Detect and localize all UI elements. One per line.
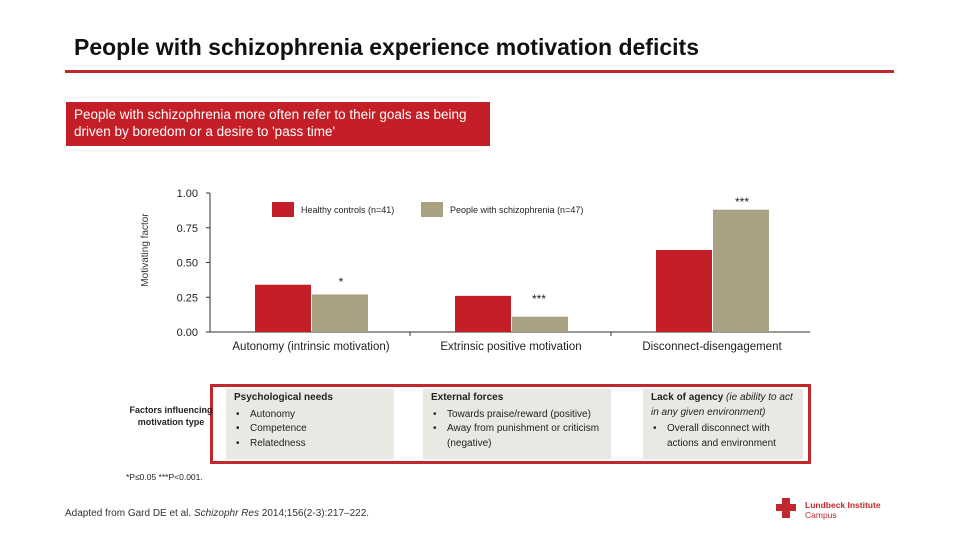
bar-chart: 0.00 0.25 0.50 0.75 1.00 Motivating factor Aut…: [140, 188, 810, 353]
y-tick-label: 1.00: [177, 188, 198, 200]
factor-heading: Lack of agency: [651, 392, 724, 403]
title-divider: [65, 70, 894, 73]
factors-bracket-left: [210, 384, 224, 464]
bar-schizophrenia: [312, 294, 368, 332]
significance-marker: ***: [532, 292, 546, 306]
legend-swatch: [272, 202, 294, 217]
factor-box-lack-of-agency: Lack of agency (ie ability to act in any…: [643, 389, 803, 459]
source-citation: Adapted from Gard DE et al. Schizophr Re…: [65, 508, 369, 519]
factor-heading: External forces: [431, 392, 504, 403]
factor-item: Competence: [236, 422, 386, 437]
logo-text-line2: Campus: [805, 510, 837, 520]
bar-healthy: [255, 284, 311, 332]
factor-heading: Psychological needs: [234, 392, 333, 403]
factor-heading-extra: (ie ability to act in any given environm…: [651, 392, 793, 418]
factor-box-external-forces: External forces Towards praise/reward (p…: [423, 389, 611, 459]
x-category-label: Extrinsic positive motivation: [440, 341, 581, 353]
factor-item: Relatedness: [236, 437, 386, 452]
source-suffix: 2014;156(2-3):217–222.: [258, 508, 370, 519]
callout-box: People with schizophrenia more often ref…: [66, 102, 490, 146]
lundbeck-logo: Lundbeck Institute Campus: [773, 496, 881, 525]
factor-box-psychological-needs: Psychological needs Autonomy Competence …: [226, 389, 394, 459]
significance-note: *P≤0.05 ***P<0.001.: [126, 472, 203, 482]
bar-healthy: [455, 295, 511, 332]
lundbeck-cross-icon: [776, 498, 796, 518]
source-prefix: Adapted from Gard DE et al.: [65, 508, 194, 519]
factors-bracket: [221, 384, 811, 464]
source-journal: Schizophr Res: [193, 508, 259, 519]
significance-marker: *: [339, 275, 344, 289]
factor-item: Towards praise/reward (positive): [433, 408, 603, 423]
factors-label: Factors influencing motivation type: [129, 405, 213, 427]
logo-text-line1: Lundbeck Institute: [805, 500, 881, 510]
y-tick-label: 0.50: [177, 258, 198, 270]
y-tick-label: 0.25: [177, 292, 198, 304]
factor-item: Autonomy: [236, 408, 386, 423]
bar-schizophrenia: [713, 209, 769, 332]
legend-label: Healthy controls (n=41): [301, 205, 394, 215]
y-tick-label: 0.00: [177, 327, 198, 339]
x-category-label: Autonomy (intrinsic motivation): [232, 341, 389, 353]
y-axis-label: Motivating factor: [140, 213, 151, 287]
factor-item: Away from punishment or criticism (negat…: [433, 422, 603, 451]
legend-swatch: [421, 202, 443, 217]
bar-schizophrenia: [512, 316, 568, 332]
legend-label: People with schizophrenia (n=47): [450, 205, 583, 215]
x-category-label: Disconnect-disengagement: [642, 341, 782, 353]
y-tick-label: 0.75: [177, 223, 198, 235]
slide-title: People with schizophrenia experience mot…: [74, 34, 699, 60]
significance-marker: ***: [735, 195, 749, 209]
factor-item: Overall disconnect with actions and envi…: [653, 422, 795, 451]
bar-healthy: [656, 249, 712, 332]
